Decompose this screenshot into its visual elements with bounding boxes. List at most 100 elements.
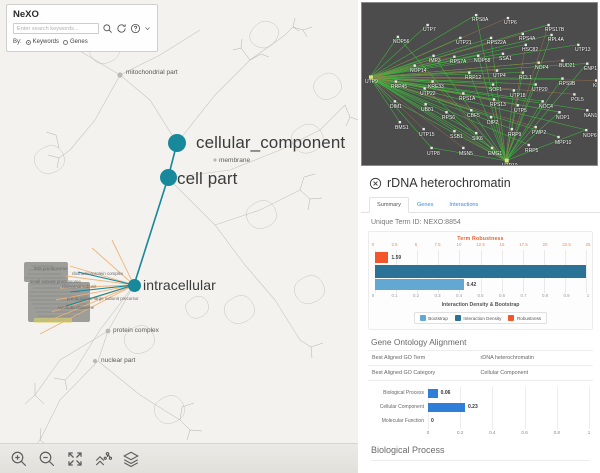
gene-node-label[interactable]: NOC4 (539, 104, 553, 110)
gene-node-label[interactable]: UTP15 (419, 132, 435, 138)
hierarchy-node-label-cytosolic-ribosome[interactable]: cytosolic ribosome (58, 305, 95, 310)
gene-node-label[interactable]: UTP13 (575, 47, 591, 53)
gene-node-label[interactable]: CBF5 (467, 113, 480, 119)
hierarchy-node-label-90s-preribosome[interactable]: 90S preribosome (34, 266, 68, 271)
filter-option-genes[interactable]: Genes (63, 39, 88, 45)
hierarchy-node-label-protein-complex[interactable]: protein complex (113, 327, 159, 334)
gene-node-label[interactable]: RPS8A (472, 17, 489, 23)
search-input[interactable] (13, 23, 99, 34)
help-icon[interactable] (130, 23, 141, 34)
gene-node-label[interactable]: UTP20 (532, 87, 548, 93)
zoom-out-icon[interactable] (38, 450, 56, 468)
gene-node-label[interactable]: UTP6 (504, 20, 517, 26)
hierarchy-node-cellular-component[interactable] (168, 134, 186, 152)
gene-node-label[interactable]: BMS1 (395, 125, 409, 131)
collapse-network-icon[interactable] (94, 450, 112, 468)
refresh-icon[interactable] (116, 23, 127, 34)
gene-node-label[interactable]: UTP8 (427, 151, 440, 157)
hierarchy-node-label-membrane[interactable]: membrane (219, 157, 251, 164)
gene-node-label[interactable]: POL5 (571, 97, 584, 103)
gene-node-label[interactable]: IMP3 (429, 58, 441, 64)
gene-node-label[interactable]: RRP9 (508, 132, 522, 138)
gene-node-label[interactable]: RPS4A (519, 36, 536, 42)
gene-node-label[interactable]: RPL4A (548, 37, 564, 43)
gene-node-label[interactable]: PWP2 (532, 130, 547, 136)
tab-genes[interactable]: Genes (416, 202, 434, 208)
hierarchy-node-label-cell-part[interactable]: cell part (177, 169, 238, 188)
zoom-in-icon[interactable] (10, 450, 28, 468)
gene-node-label[interactable]: RPS13 (490, 102, 506, 108)
gene-node-label[interactable]: RCL1 (519, 75, 532, 81)
gene-node-label[interactable]: MPP10 (555, 140, 572, 146)
tab-interactions[interactable]: Interactions (449, 202, 479, 208)
gene-node-label[interactable]: NAN1 (584, 113, 598, 119)
gene-node-label[interactable]: RPS7A (450, 59, 467, 65)
gene-node-label[interactable]: EMG1 (488, 151, 503, 157)
search-panel[interactable]: NeXO (6, 4, 158, 52)
close-circle-icon[interactable] (369, 177, 382, 190)
gene-node-label[interactable]: RPS6 (442, 115, 456, 121)
hierarchy-node-label-mitochondrial-part[interactable]: mitochondrial part (126, 69, 178, 76)
gene-node-label[interactable]: RRP12 (465, 75, 482, 81)
gene-node-label[interactable]: UTP10 (502, 163, 518, 166)
gene-node-label[interactable]: RPS17B (545, 27, 565, 33)
term-detail-panel[interactable]: rDNA heterochromatin Summary Genes Inter… (361, 169, 600, 473)
gene-node-label[interactable]: MSN5 (459, 151, 473, 157)
search-icon[interactable] (102, 23, 113, 34)
tab-summary[interactable]: Summary (369, 197, 409, 213)
hierarchy-node-intracellular[interactable] (128, 279, 141, 292)
gene-node-label[interactable]: RPS9B (559, 81, 576, 87)
gene-node-label[interactable]: HSC82 (522, 47, 539, 53)
gene-node-label[interactable]: UTP22 (420, 91, 436, 97)
gene-node-label[interactable]: NOP14 (410, 68, 427, 74)
hierarchy-canvas[interactable] (0, 0, 358, 473)
gene-node-label[interactable]: UTP21 (456, 40, 472, 46)
gene-node-label[interactable]: RPS22A (487, 40, 507, 46)
gene-node-label[interactable]: KRI1 (593, 83, 597, 89)
layers-icon[interactable] (122, 450, 140, 468)
gene-node-label[interactable]: SIK6 (472, 136, 483, 142)
radio-genes-icon[interactable] (63, 39, 69, 45)
gene-node-label[interactable]: NOP4 (535, 65, 549, 71)
gene-node-label[interactable]: BUD21 (559, 63, 576, 69)
gene-node-label[interactable]: NOP58 (474, 58, 491, 64)
gene-node-label[interactable]: UTP5 (514, 108, 527, 114)
gene-node-label[interactable]: ENP1 (584, 66, 598, 72)
gene-node-label[interactable]: DIM1 (390, 104, 402, 110)
gene-node-label[interactable]: UTP7 (423, 27, 436, 33)
legend-item[interactable]: Robustness (508, 315, 541, 321)
gene-node-label[interactable]: UTP18 (510, 93, 526, 99)
gene-node-label[interactable]: SSB1 (450, 134, 463, 140)
hierarchy-node-label-ribosomal-subunit[interactable]: ribosomal subunit (62, 284, 97, 289)
gene-node-label[interactable]: SSA1 (499, 56, 512, 62)
hierarchy-network-view[interactable]: mitochondrial part membrane protein comp… (0, 0, 358, 473)
gene-node-label[interactable]: UB81 (421, 107, 434, 113)
hierarchy-node-label-cellular-component[interactable]: cellular_component (196, 133, 346, 152)
gene-node-label[interactable]: SOF1 (489, 87, 503, 93)
gene-node-label[interactable]: NOP6 (583, 133, 597, 139)
legend-item[interactable]: Bootstrap (419, 315, 448, 321)
hierarchy-node-label-ribonucleoprotein-complex[interactable]: ribonucleoprotein complex (72, 271, 124, 276)
gene-node-label[interactable]: RPS1A (459, 96, 476, 102)
hierarchy-node-label-intracellular[interactable]: intracellular (143, 277, 216, 293)
hierarchy-node-label-nuclear-part[interactable]: nuclear part (101, 357, 136, 364)
chevron-down-icon[interactable] (144, 23, 151, 34)
fit-screen-icon[interactable] (66, 450, 84, 468)
gene-node-label[interactable]: NOP56 (393, 39, 410, 45)
radio-keywords-icon[interactable] (25, 39, 31, 45)
gene-node-label[interactable]: RRP5 (525, 148, 539, 154)
gene-node-label[interactable]: UTP9 (365, 79, 378, 85)
hierarchy-node-cell-part[interactable] (160, 169, 177, 186)
detail-tabs[interactable]: Summary Genes Interactions (361, 196, 600, 213)
gene-node-label[interactable]: DIP2 (487, 120, 499, 126)
hierarchy-node-label-preribosome-large-subunit-precursor[interactable]: preribosome, large subunit precursor (67, 296, 139, 301)
gene-node-label[interactable]: UTP4 (493, 73, 506, 79)
filter-option-keywords[interactable]: Keywords (25, 39, 59, 45)
interaction-network-view[interactable]: UTP9 NOP56 UTP7 RPS8A UTP6 RPS17B UTP21 RPS22A R… (361, 2, 598, 166)
hierarchy-node-label-small-subunit-processome[interactable]: small subunit processome (30, 279, 81, 284)
legend-item[interactable]: Interaction Density (454, 315, 501, 321)
interaction-network-canvas[interactable] (362, 3, 597, 166)
gene-node-label[interactable]: KRE33 (428, 84, 444, 90)
gene-node-label[interactable]: RRP45 (391, 84, 408, 90)
gene-node-label[interactable]: NOP1 (556, 115, 570, 121)
